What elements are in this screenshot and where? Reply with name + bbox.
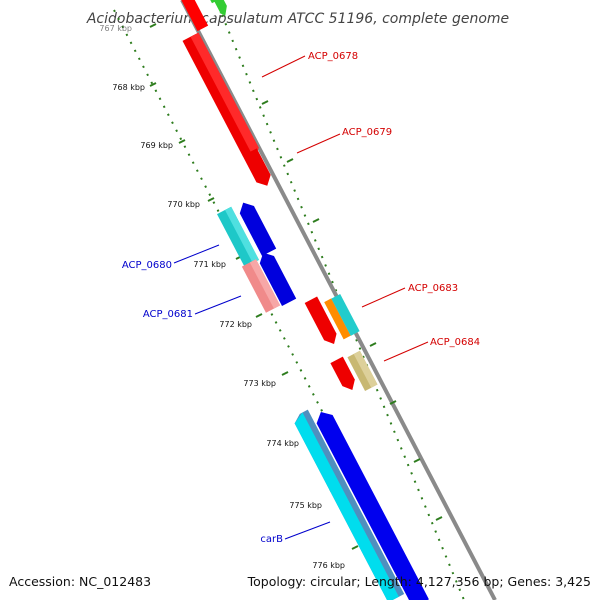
scale-label-770: 770 kbp (167, 200, 200, 209)
gene-orange-683 (324, 298, 351, 340)
leader-carb (284, 521, 331, 540)
tick-776 (351, 545, 359, 550)
map-title: Acidobacterium capsulatum ATCC 51196, co… (86, 11, 509, 27)
rtick-7 (435, 516, 443, 521)
gene-label-acp0678[interactable]: ACP_0678 (308, 51, 358, 62)
gene-label-acp0680[interactable]: ACP_0680 (122, 260, 172, 271)
gene-blue-long (316, 412, 429, 600)
leader-acp0678 (261, 55, 306, 78)
leader-acp0684 (383, 341, 429, 362)
gene-carb (294, 409, 405, 600)
gene-label-acp0680-group: ACP_0680 (122, 244, 220, 271)
gene-acp0678 (182, 32, 259, 160)
gene-label-acp0683-group: ACP_0683 (361, 283, 458, 308)
leader-acp0679 (296, 133, 341, 154)
tick-770 (207, 197, 215, 202)
gene-label-acp0681[interactable]: ACP_0681 (143, 309, 193, 320)
tick-767 (149, 23, 157, 28)
scale-label-776: 776 kbp (312, 561, 345, 570)
gene-label-acp0679-group: ACP_0679 (296, 127, 392, 154)
gene-label-carb-group: carB (260, 521, 331, 545)
gene-green-top (201, 0, 227, 16)
gene-blue-b (259, 252, 297, 306)
scale-label-772: 772 kbp (219, 320, 252, 329)
leader-acp0680 (173, 244, 220, 264)
gene-white-top (203, 1, 221, 19)
tick-769 (178, 139, 186, 144)
accession-text: Accession: NC_012483 (9, 574, 151, 589)
scale-label-773: 773 kbp (243, 379, 276, 388)
gene-acp0679 (242, 148, 271, 186)
leader-acp0683 (361, 287, 406, 308)
scale-label-771: 771 kbp (193, 260, 226, 269)
gene-acp0683 (331, 293, 360, 336)
gene-blue-a (239, 202, 277, 256)
gene-red-683 (304, 296, 337, 345)
scale-label-775: 775 kbp (289, 501, 322, 510)
gene-label-acp0683[interactable]: ACP_0683 (408, 283, 458, 294)
tick-768 (149, 82, 157, 87)
gene-label-carb[interactable]: carB (260, 534, 283, 545)
gene-red-top (168, 0, 209, 32)
gene-acp0684 (347, 350, 378, 391)
summary-text: Topology: circular; Length: 4,127,356 bp… (247, 574, 591, 589)
leader-acp0681 (194, 295, 242, 315)
rtick-6 (413, 458, 421, 463)
gene-acp0680 (217, 206, 259, 268)
right-major-ticks (261, 100, 443, 521)
scale-label-768: 768 kbp (112, 83, 145, 92)
scale-label-767: 767 kbp (99, 24, 132, 33)
scale-label-769: 769 kbp (140, 141, 173, 150)
rtick-5 (389, 400, 397, 405)
gene-label-acp0684-group: ACP_0684 (383, 337, 480, 362)
gene-red-684 (330, 356, 355, 390)
scale-labels: 767 kbp 768 kbp 769 kbp 770 kbp 771 kbp … (99, 24, 345, 570)
gene-acp0681 (241, 259, 281, 313)
gene-label-acp0678-group: ACP_0678 (261, 51, 358, 78)
rtick-1 (261, 100, 269, 105)
gene-label-acp0684[interactable]: ACP_0684 (430, 337, 480, 348)
tick-773 (281, 371, 289, 376)
rtick-4 (369, 342, 377, 347)
tick-772 (255, 313, 263, 318)
rtick-3 (312, 218, 320, 223)
gene-features (168, 0, 429, 600)
gene-label-acp0681-group: ACP_0681 (143, 295, 242, 320)
gene-label-acp0679[interactable]: ACP_0679 (342, 127, 392, 138)
scale-label-774: 774 kbp (266, 439, 299, 448)
rtick-2 (286, 158, 294, 163)
